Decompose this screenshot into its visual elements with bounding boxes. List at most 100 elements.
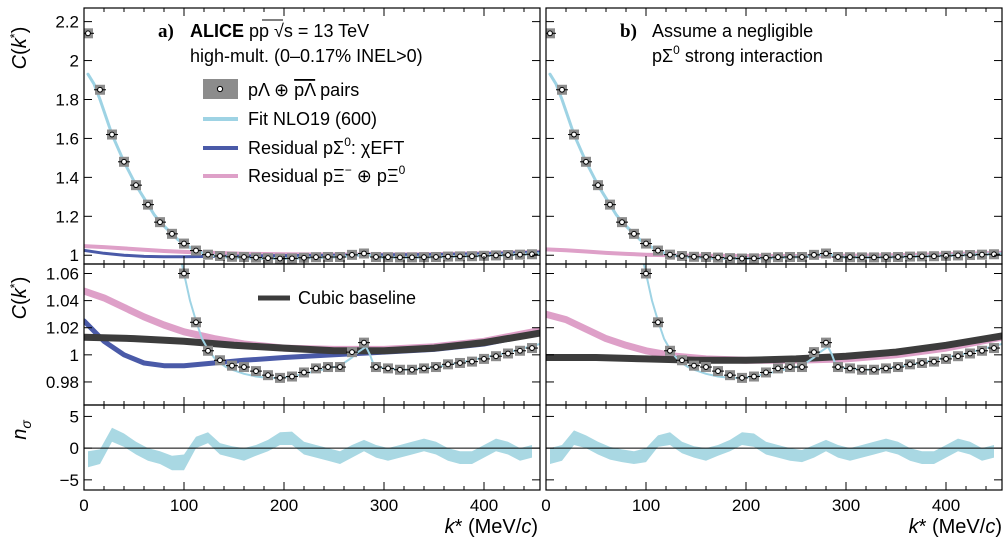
data-point-b-top xyxy=(835,254,841,260)
data-point-b-mid xyxy=(703,364,709,370)
data-point-a-mid xyxy=(457,360,463,366)
data-point-a-top xyxy=(217,253,223,259)
data-point-a-mid xyxy=(385,365,391,372)
data-point-a-top xyxy=(421,254,427,261)
data-point-b-top xyxy=(919,253,925,260)
data-point-b-top xyxy=(655,247,661,254)
legend-xi-label: Residual pΞ− ⊕ pΞ0 xyxy=(248,163,406,186)
ytick-label-mid: 1.02 xyxy=(46,319,79,338)
data-point-a-mid xyxy=(253,368,259,375)
ytick-label-top: 1.2 xyxy=(55,207,79,226)
sys-box-a-mid xyxy=(143,0,153,7)
data-point-b-mid xyxy=(775,365,781,372)
data-point-b-mid xyxy=(739,374,745,381)
data-point-a-mid xyxy=(397,366,403,373)
ytick-label-bot: −5 xyxy=(60,471,79,490)
data-point-a-mid xyxy=(469,358,475,365)
nsigma-band-b xyxy=(550,430,994,464)
data-point-a-mid xyxy=(205,347,211,354)
panel-b-letter: b) xyxy=(620,21,637,42)
ytick-label-mid: 1.04 xyxy=(46,292,79,311)
data-point-b-top xyxy=(775,254,781,261)
data-point-a-top xyxy=(337,254,343,260)
sys-box-a-mid xyxy=(155,119,165,129)
data-point-b-mid xyxy=(620,122,625,127)
data-point-a-top xyxy=(157,219,163,226)
data-point-a-top xyxy=(505,252,511,258)
ytick-label-mid: 1.06 xyxy=(46,264,79,283)
plot-frames xyxy=(83,7,1003,491)
data-point-a-top xyxy=(529,251,535,258)
xtick-label-b: 200 xyxy=(732,496,760,515)
ytick-label-top: 1 xyxy=(70,246,79,265)
data-point-a-top xyxy=(325,254,331,260)
data-point-b-top xyxy=(691,253,697,260)
data-point-b-top xyxy=(583,158,589,165)
data-point-a-top xyxy=(349,251,355,258)
data-point-a-top xyxy=(181,240,187,247)
res-xi-mid-b xyxy=(546,310,1002,364)
data-point-a-top xyxy=(277,255,283,262)
data-point-b-top xyxy=(931,253,937,260)
ytick-label-top: 2.2 xyxy=(55,13,79,32)
data-point-a-mid xyxy=(325,364,331,370)
data-point-b-top xyxy=(703,254,709,260)
baseline-mid-b-group xyxy=(546,332,1002,364)
data-point-b-top xyxy=(907,253,913,260)
data-point-a-top xyxy=(241,254,247,260)
data-point-a-top xyxy=(97,86,103,93)
data-point-b-top xyxy=(667,251,673,258)
data-point-a-top xyxy=(385,254,391,261)
data-point-a-mid xyxy=(529,345,535,351)
data-point-a-mid xyxy=(193,319,199,326)
data-point-b-top xyxy=(811,251,817,258)
data-point-a-mid xyxy=(421,365,427,372)
ylabel-bot: nσ xyxy=(9,420,34,440)
data-point-a-top xyxy=(145,201,151,208)
legend-baseline-label: Cubic baseline xyxy=(298,288,416,308)
frame-a-mid xyxy=(83,263,541,406)
data-point-a-top xyxy=(313,254,319,261)
legend: pΛ ⊕ pΛ pairs Fit NLO19 (600) Residual p… xyxy=(203,79,406,186)
data-point-b-mid xyxy=(799,364,805,370)
data-point-a-top xyxy=(265,255,271,262)
ylabel-top: C(k*) xyxy=(7,27,31,70)
data-point-b-top xyxy=(871,254,877,261)
data-point-a-top xyxy=(289,255,295,262)
ytick-label-bot: 0 xyxy=(70,439,79,458)
xtick-label-a: 200 xyxy=(270,496,298,515)
res-xi-mid-b-group xyxy=(546,310,1002,364)
sys-box-b-mid xyxy=(629,201,639,211)
data-point-a-mid xyxy=(158,122,163,127)
data-point-a-mid xyxy=(313,365,319,372)
nsigma-band-a-group xyxy=(84,427,540,471)
frame-b-mid xyxy=(545,263,1003,406)
data-point-b-mid xyxy=(859,366,865,373)
data-point-b-mid xyxy=(835,364,841,370)
data-point-b-mid xyxy=(823,339,829,346)
data-point-b-top xyxy=(763,254,769,261)
xtick-label-b: 100 xyxy=(632,496,660,515)
ylabel-mid: C(k*) xyxy=(7,277,31,320)
data-point-b-top xyxy=(547,30,553,37)
data-point-b-mid xyxy=(715,368,721,375)
data-point-b-top xyxy=(787,254,793,260)
legend-fit-label: Fit NLO19 (600) xyxy=(248,109,377,129)
data-point-a-mid xyxy=(493,353,499,360)
data-point-b-top xyxy=(643,240,649,247)
panel-a-multiplicity: high-mult. (0–0.17% INEL>0) xyxy=(190,46,423,66)
data-point-b-mid xyxy=(691,362,697,369)
baseline-mid-a-group xyxy=(84,329,540,355)
data-point-a-top xyxy=(469,253,475,260)
ytick-label-top: 1.8 xyxy=(55,90,79,109)
data-point-b-mid xyxy=(667,347,673,354)
data-point-a-top xyxy=(433,254,439,260)
legend-sigma-label: Residual pΣ0: χEFT xyxy=(248,135,404,158)
data-point-a-top xyxy=(193,247,199,254)
panel-b-note-line2: pΣ0 strong interaction xyxy=(652,43,823,66)
data-point-b-mid xyxy=(751,373,757,380)
sys-box-a-mid xyxy=(167,201,177,211)
nsigma-band-b-group xyxy=(546,430,1002,464)
data-point-a-mid xyxy=(409,366,415,373)
data-points-b-mid xyxy=(620,122,1000,383)
